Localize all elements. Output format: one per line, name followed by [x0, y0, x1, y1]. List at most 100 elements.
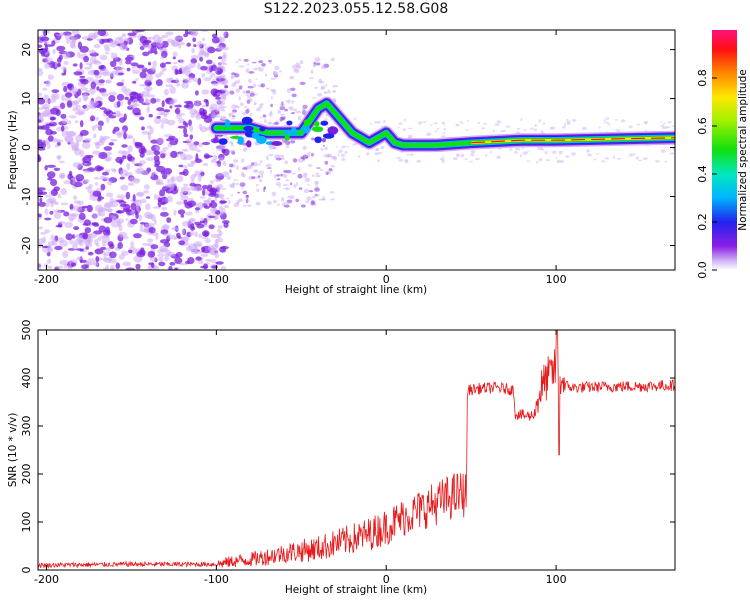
noise-blob — [98, 225, 106, 233]
noise-blob — [162, 233, 171, 236]
noise-blob — [83, 162, 88, 166]
noise-blob — [47, 244, 51, 252]
noise-blob — [201, 89, 210, 95]
noise-blob — [404, 160, 409, 164]
noise-blob — [280, 197, 285, 202]
noise-blob — [199, 107, 205, 115]
noise-blob — [199, 56, 204, 62]
noise-blob — [175, 77, 179, 83]
noise-blob — [214, 241, 219, 248]
noise-blob — [307, 164, 313, 167]
noise-blob — [566, 120, 571, 124]
noise-blob — [307, 183, 310, 186]
noise-blob — [344, 150, 348, 155]
noise-blob — [169, 182, 178, 187]
noise-blob — [72, 195, 78, 200]
noise-blob — [108, 142, 115, 146]
noise-blob — [291, 102, 294, 104]
spectrogram-ridge — [209, 96, 675, 153]
noise-blob — [251, 162, 255, 166]
noise-blob — [178, 43, 182, 49]
noise-blob — [330, 164, 335, 168]
noise-blob — [260, 83, 266, 88]
noise-blob — [217, 81, 226, 85]
noise-blob — [353, 117, 357, 120]
noise-blob — [51, 89, 60, 93]
ridge-blob — [283, 130, 292, 136]
noise-blob — [98, 79, 105, 84]
noise-blob — [203, 99, 208, 103]
noise-blob — [128, 105, 137, 108]
noise-blob — [324, 118, 328, 122]
noise-blob — [376, 148, 380, 151]
noise-blob — [110, 138, 118, 142]
noise-blob — [115, 66, 119, 74]
noise-blob — [186, 245, 194, 252]
noise-blob — [314, 194, 320, 197]
noise-blob — [215, 161, 220, 164]
noise-blob — [407, 127, 413, 130]
noise-blob — [159, 62, 166, 68]
noise-blob — [183, 133, 189, 138]
noise-blob — [132, 137, 136, 145]
noise-blob — [174, 257, 183, 264]
noise-blob — [283, 204, 290, 208]
noise-blob — [259, 116, 262, 119]
ridge-blob — [313, 121, 320, 127]
noise-blob — [403, 118, 406, 122]
noise-blob — [621, 119, 625, 123]
noise-blob — [235, 88, 240, 94]
noise-blob — [107, 180, 113, 186]
noise-blob — [92, 190, 102, 197]
noise-blob — [188, 62, 196, 69]
noise-blob — [90, 81, 97, 89]
noise-blob — [200, 65, 208, 71]
noise-blob — [99, 175, 106, 180]
noise-blob — [587, 153, 592, 157]
noise-blob — [600, 160, 606, 163]
noise-blob — [489, 151, 493, 153]
noise-blob — [460, 153, 465, 158]
noise-blob — [320, 65, 327, 70]
noise-blob — [562, 125, 566, 129]
noise-blob — [194, 221, 202, 226]
noise-blob — [147, 133, 152, 141]
noise-blob — [149, 127, 154, 135]
noise-blob — [176, 113, 183, 120]
noise-blob — [38, 67, 43, 72]
spectrogram-noise — [38, 30, 675, 270]
noise-blob — [283, 187, 288, 190]
noise-blob — [285, 179, 290, 182]
noise-blob — [60, 202, 69, 206]
noise-blob — [184, 122, 189, 128]
noise-blob — [383, 119, 386, 124]
colorbar-tick-label: 0.8 — [696, 69, 709, 87]
noise-blob — [135, 78, 139, 82]
noise-blob — [223, 204, 230, 209]
noise-blob — [145, 196, 151, 199]
ridge-blob — [286, 120, 293, 126]
noise-blob — [176, 232, 181, 238]
noise-blob — [136, 192, 144, 197]
noise-blob — [45, 123, 55, 127]
noise-blob — [108, 201, 119, 208]
noise-blob — [202, 188, 206, 196]
noise-blob — [141, 170, 149, 175]
noise-blob — [176, 201, 183, 205]
noise-blob — [455, 154, 460, 157]
colorbar-gradient — [712, 30, 737, 270]
noise-blob — [210, 88, 219, 96]
noise-blob — [270, 103, 273, 108]
noise-blob — [141, 130, 150, 135]
noise-blob — [327, 89, 331, 94]
noise-blob — [96, 166, 105, 171]
noise-blob — [190, 55, 199, 60]
noise-blob — [174, 267, 179, 270]
noise-blob — [171, 226, 179, 231]
noise-blob — [572, 118, 576, 122]
noise-blob — [121, 33, 127, 38]
noise-blob — [139, 116, 145, 121]
noise-blob — [72, 177, 76, 185]
noise-blob — [201, 185, 209, 190]
noise-blob — [142, 39, 152, 44]
